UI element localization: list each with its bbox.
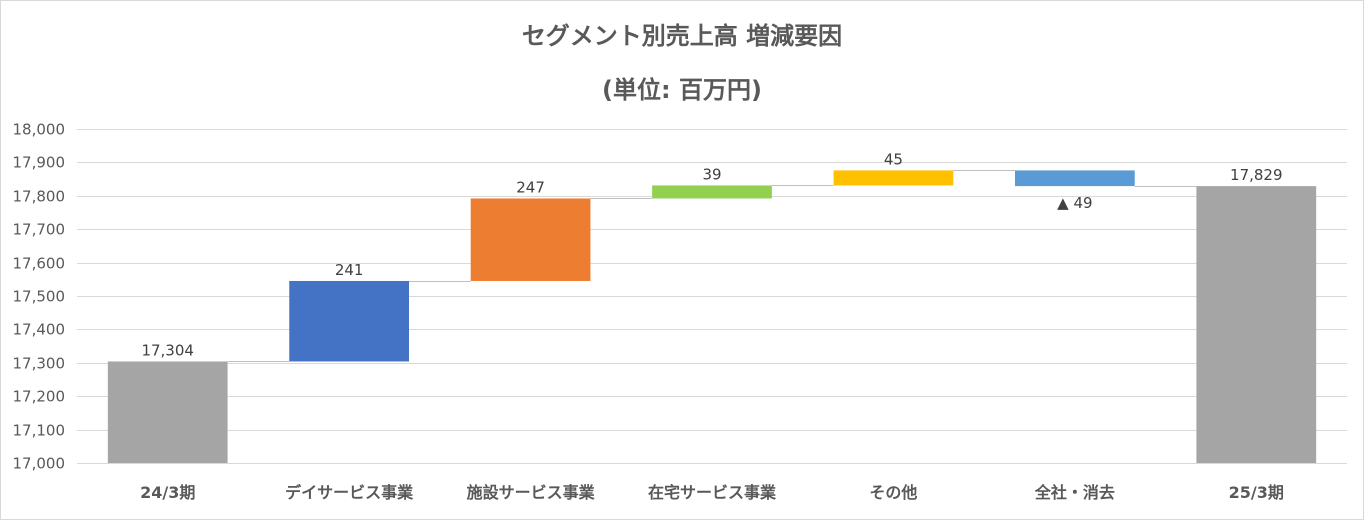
y-tick-label: 17,000 xyxy=(13,455,66,473)
y-tick-label: 17,800 xyxy=(13,188,66,206)
chart-title: セグメント別売上高 増減要因 xyxy=(522,22,842,50)
y-tick-label: 18,000 xyxy=(13,121,66,139)
x-axis: 24/3期 デイサービス事業 施設サービス事業 在宅サービス事業 その他 全社・消去 25/… xyxy=(140,483,1284,502)
data-label: 39 xyxy=(702,165,721,183)
bar-6 xyxy=(1196,186,1317,463)
x-tick-label: デイサービス事業 xyxy=(285,483,414,502)
y-tick-label: 17,400 xyxy=(13,321,66,339)
data-label: 241 xyxy=(335,261,364,279)
x-tick-label: 全社・消去 xyxy=(1034,483,1115,502)
data-label: 17,829 xyxy=(1230,166,1283,184)
data-labels: 17,304 241 247 39 45 ▲ 49 17,829 xyxy=(141,150,1282,359)
bars xyxy=(107,170,1317,463)
y-axis: 17,000 17,100 17,200 17,300 17,400 17,500 17,6… xyxy=(13,121,66,473)
y-tick-label: 17,600 xyxy=(13,255,66,273)
data-label: 17,304 xyxy=(141,341,194,359)
x-tick-label: 施設サービス事業 xyxy=(467,483,596,502)
bar-3 xyxy=(652,185,772,199)
x-tick-label: その他 xyxy=(869,483,917,502)
y-tick-label: 17,700 xyxy=(13,221,66,239)
y-tick-label: 17,200 xyxy=(13,388,66,406)
bar-0 xyxy=(107,361,228,463)
data-label: 247 xyxy=(516,178,545,196)
bar-1 xyxy=(289,280,410,362)
x-tick-label: 24/3期 xyxy=(140,483,195,502)
data-label: ▲ 49 xyxy=(1057,194,1092,212)
y-tick-label: 17,100 xyxy=(13,422,66,440)
bar-2 xyxy=(470,198,591,281)
data-label: 45 xyxy=(884,150,903,168)
y-tick-label: 17,300 xyxy=(13,355,66,373)
chart-subtitle: (単位: 百万円) xyxy=(602,76,762,104)
connector-lines xyxy=(227,170,1197,362)
y-tick-label: 17,500 xyxy=(13,288,66,306)
bar-4 xyxy=(833,170,954,186)
x-tick-label: 在宅サービス事業 xyxy=(648,483,777,502)
x-tick-label: 25/3期 xyxy=(1229,483,1284,502)
bar-5 xyxy=(1014,170,1135,187)
y-tick-label: 17,900 xyxy=(13,154,66,172)
